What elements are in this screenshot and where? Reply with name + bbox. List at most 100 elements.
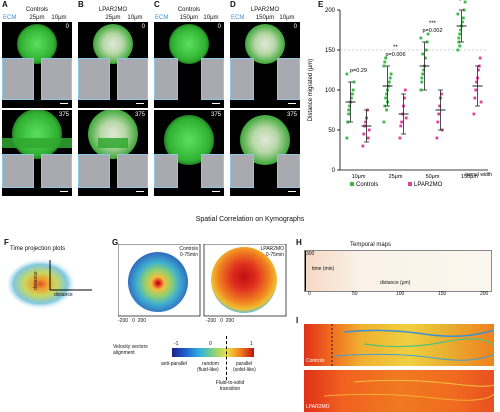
data-point (435, 136, 439, 140)
ecm-block (277, 58, 300, 100)
y-tick-label: 100 (325, 88, 336, 94)
cell-cluster (17, 24, 57, 64)
micrograph: 375 (154, 110, 224, 196)
width-label: 150μm (179, 15, 199, 21)
time-label: 375 (58, 112, 69, 118)
data-point (436, 120, 440, 124)
data-point (475, 80, 478, 84)
ecm-block (230, 58, 254, 100)
data-point (361, 144, 365, 148)
time-label: 375 (210, 112, 221, 118)
g-left-ticks: -200 0 200 (118, 318, 146, 324)
legend-label: Controls (356, 182, 378, 188)
time-projection-plot (8, 258, 92, 310)
h-xlabel: distance (μm) (380, 280, 411, 286)
data-point (385, 92, 388, 96)
ecm-block (117, 154, 148, 188)
colorbar-left-label: anti-parallel (161, 361, 187, 367)
y-tick-label: 50 (328, 128, 335, 134)
data-point (426, 32, 430, 36)
data-point (351, 88, 355, 92)
significance-stars: *** (429, 21, 437, 27)
panel-title: Controls (25, 7, 49, 13)
data-point (437, 112, 441, 116)
data-point (385, 108, 388, 112)
data-point (472, 112, 476, 116)
h-tick: 50 (352, 291, 358, 297)
data-point (458, 32, 462, 36)
g-controls-n: 0-75min (179, 252, 198, 258)
x-tick-label: 150μm (461, 174, 478, 180)
ecm-block (41, 58, 72, 100)
data-point (348, 104, 351, 108)
ecm-block (78, 154, 110, 188)
ecm-block (2, 58, 34, 100)
colorbar-right-label: parallel (236, 361, 253, 367)
colorbar-tick-min: -1 (174, 341, 179, 347)
data-point (383, 104, 387, 108)
legend-label: LPAR2MO (414, 182, 443, 188)
panel-f-label: F (4, 238, 9, 247)
h-tick: 200 (480, 291, 489, 297)
g-lpar-label: LPAR2MO (260, 246, 284, 252)
micrograph: 375 (230, 110, 300, 196)
micrograph: 375 (78, 110, 148, 196)
g-tick: 0 (132, 318, 135, 324)
data-point (367, 128, 371, 132)
kymo-lpar-label: LPAR2MO (306, 404, 330, 410)
y-tick-label: 0 (332, 168, 336, 174)
data-point (425, 40, 429, 44)
data-point (346, 120, 350, 124)
temporal-maps-title: Temporal maps (350, 242, 392, 248)
colorbar-tick-max: 1 (250, 341, 253, 347)
panel-label: B (78, 0, 84, 9)
scale-label: 10μm (51, 15, 67, 21)
p-value: p=0.001 (459, 0, 479, 2)
scale-bar (60, 103, 68, 104)
g-lpar-n: 0-75min (265, 252, 284, 258)
micrograph: 0 (2, 22, 72, 108)
data-point (461, 20, 464, 24)
migrating-cells (2, 138, 72, 148)
data-point (461, 16, 465, 20)
data-point (419, 88, 423, 92)
panel-h-label: H (296, 238, 302, 247)
data-point (420, 80, 424, 84)
scale-bar (212, 103, 220, 104)
g-tick: -200 (206, 318, 217, 324)
data-point (383, 60, 387, 64)
data-point (403, 96, 406, 100)
data-point (421, 52, 425, 56)
colorbar-mid-label: random (202, 361, 219, 367)
panel-title: LPAR2MO (250, 7, 280, 13)
ecm-block (154, 58, 178, 100)
ecm-block (201, 58, 224, 100)
data-point (352, 80, 356, 84)
cell-cluster (169, 24, 209, 64)
colorbar (172, 348, 254, 357)
ecm-label: ECM (231, 15, 245, 21)
width-label: 150μm (255, 15, 275, 21)
data-point (478, 56, 482, 60)
data-point (420, 76, 424, 80)
data-point (458, 44, 462, 48)
ecm-block (154, 154, 178, 188)
data-point (473, 96, 477, 100)
transition-label: Fluid-to-solid transition (215, 380, 245, 392)
ecm-label: ECM (3, 15, 17, 21)
scale-bar (288, 103, 296, 104)
velocity-alignment-maps (118, 244, 287, 317)
data-point (457, 40, 461, 44)
time-label: 375 (286, 112, 297, 118)
scale-bar (212, 191, 220, 192)
width-label: 25μm (105, 15, 121, 21)
h-tick: 150 (438, 291, 447, 297)
time-label: 0 (293, 24, 297, 30)
data-point (422, 68, 425, 72)
time-label: 375 (134, 112, 145, 118)
colorbar-title: Velocity vectors alignment (113, 344, 148, 356)
time-label: 0 (65, 24, 69, 30)
data-point (438, 104, 441, 108)
data-point (350, 92, 354, 96)
data-point (364, 120, 367, 124)
